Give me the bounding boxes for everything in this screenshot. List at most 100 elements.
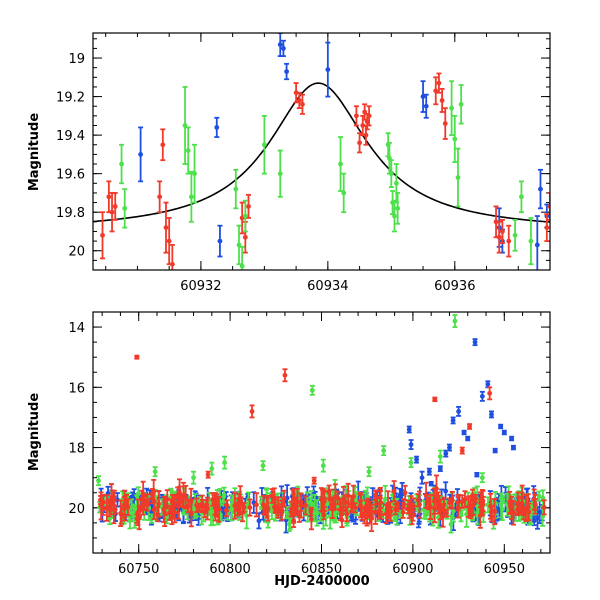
bottom-red-point bbox=[134, 513, 140, 524]
bottom-green-point bbox=[309, 384, 315, 396]
top-blue-point bbox=[214, 116, 220, 138]
bottom-red-point bbox=[541, 499, 547, 516]
bottom-red-point bbox=[122, 489, 128, 519]
bottom-red-point bbox=[426, 499, 432, 509]
bottom-red-point bbox=[199, 498, 205, 513]
bottom-blue-point bbox=[472, 338, 478, 347]
bottom-red-point bbox=[169, 498, 175, 520]
bottom-red-point bbox=[467, 423, 473, 430]
bottom-blue-point bbox=[492, 447, 498, 454]
bottom-x-axis-label: HJD-2400000 bbox=[274, 574, 369, 589]
bottom-red-point bbox=[204, 496, 210, 521]
top-blue-point bbox=[534, 215, 540, 270]
bottom-panel: 60750 60800 60850 60900 60950 14 16 18 20 bbox=[68, 311, 551, 577]
bottom-red-point bbox=[183, 485, 189, 510]
top-x-tick-label: 60936 bbox=[434, 279, 475, 294]
top-y-tick-label: 19.6 bbox=[56, 168, 85, 183]
bottom-green-point bbox=[152, 466, 158, 478]
bottom-blue-point bbox=[510, 444, 516, 451]
top-red-point bbox=[433, 76, 439, 106]
top-green-point bbox=[119, 143, 125, 185]
top-red-point bbox=[163, 201, 169, 254]
bottom-blue-point bbox=[446, 443, 452, 452]
bottom-red-point bbox=[125, 498, 131, 517]
bottom-green-point bbox=[448, 514, 454, 534]
top-green-point bbox=[182, 86, 188, 165]
top-green-point bbox=[395, 192, 401, 225]
bottom-red-point bbox=[155, 506, 161, 523]
top-green-point bbox=[236, 224, 242, 266]
bottom-red-point bbox=[172, 502, 178, 524]
bottom-blue-point bbox=[498, 423, 504, 430]
top-blue-point bbox=[420, 80, 426, 113]
bottom-red-point bbox=[205, 470, 211, 479]
top-red-point bbox=[112, 192, 118, 221]
bottom-red-point bbox=[345, 482, 351, 509]
bottom-red-point bbox=[348, 495, 354, 513]
bottom-blue-point bbox=[485, 380, 491, 389]
bottom-red-point bbox=[241, 501, 247, 513]
bottom-red-point bbox=[210, 492, 216, 507]
bottom-red-point bbox=[368, 507, 374, 517]
top-red-point bbox=[169, 244, 175, 270]
top-blue-point bbox=[325, 41, 331, 98]
top-green-point bbox=[455, 147, 461, 208]
bottom-red-point bbox=[175, 492, 181, 520]
bottom-red-point bbox=[213, 493, 219, 518]
top-green-point bbox=[512, 219, 518, 252]
top-y-tick-label: 19.4 bbox=[56, 129, 85, 144]
bottom-red-point bbox=[515, 491, 521, 515]
top-red-point bbox=[100, 211, 106, 260]
bottom-red-point bbox=[249, 404, 255, 419]
top-red-point bbox=[439, 87, 445, 113]
top-blue-point bbox=[537, 168, 543, 210]
top-green-point bbox=[239, 245, 245, 270]
bottom-blue-point bbox=[509, 435, 515, 442]
bottom-green-point bbox=[479, 472, 485, 484]
bottom-blue-point bbox=[461, 429, 467, 436]
bottom-x-tick-label: 60950 bbox=[484, 562, 525, 577]
bottom-red-point bbox=[394, 503, 400, 513]
bottom-red-point bbox=[488, 492, 494, 520]
bottom-red-point bbox=[247, 498, 253, 517]
bottom-red-point bbox=[311, 476, 317, 485]
bottom-red-point bbox=[118, 504, 124, 525]
top-red-point bbox=[296, 91, 302, 110]
bottom-red-point bbox=[326, 484, 332, 500]
bottom-green-point bbox=[452, 314, 458, 328]
bottom-blue-point bbox=[419, 470, 425, 485]
bottom-red-point bbox=[264, 496, 270, 519]
top-y-axis-label: Magnitude bbox=[27, 113, 42, 192]
top-red-point bbox=[160, 128, 166, 162]
bottom-red-point bbox=[298, 492, 304, 519]
bottom-red-point bbox=[459, 494, 465, 509]
bottom-red-point bbox=[423, 481, 429, 509]
top-y-tick-label: 19.8 bbox=[56, 206, 85, 221]
top-green-point bbox=[242, 199, 248, 233]
bottom-red-point bbox=[282, 368, 288, 383]
top-green-point bbox=[388, 159, 394, 189]
bottom-green-point bbox=[260, 460, 266, 472]
top-red-point bbox=[544, 213, 550, 242]
top-blue-point bbox=[284, 62, 290, 81]
top-red-point bbox=[157, 180, 163, 214]
top-frame bbox=[92, 32, 551, 271]
bottom-blue-point bbox=[479, 390, 485, 402]
bottom-red-point bbox=[290, 488, 296, 515]
bottom-red-point bbox=[188, 487, 194, 516]
bottom-blue-point bbox=[501, 429, 507, 436]
bottom-red-point bbox=[275, 505, 281, 517]
top-green-point bbox=[452, 114, 458, 163]
bottom-red-point bbox=[151, 499, 157, 520]
bottom-red-point bbox=[357, 493, 363, 508]
top-green-point bbox=[233, 168, 239, 210]
top-x-tick-label: 60934 bbox=[307, 279, 348, 294]
top-red-point bbox=[496, 220, 502, 254]
bottom-red-point bbox=[140, 502, 146, 516]
bottom-red-point bbox=[167, 504, 173, 521]
bottom-red-point bbox=[135, 498, 141, 527]
bottom-green-point bbox=[381, 445, 387, 456]
bottom-red-point bbox=[235, 503, 241, 517]
bottom-red-point bbox=[134, 354, 140, 360]
top-red-point bbox=[499, 219, 505, 244]
